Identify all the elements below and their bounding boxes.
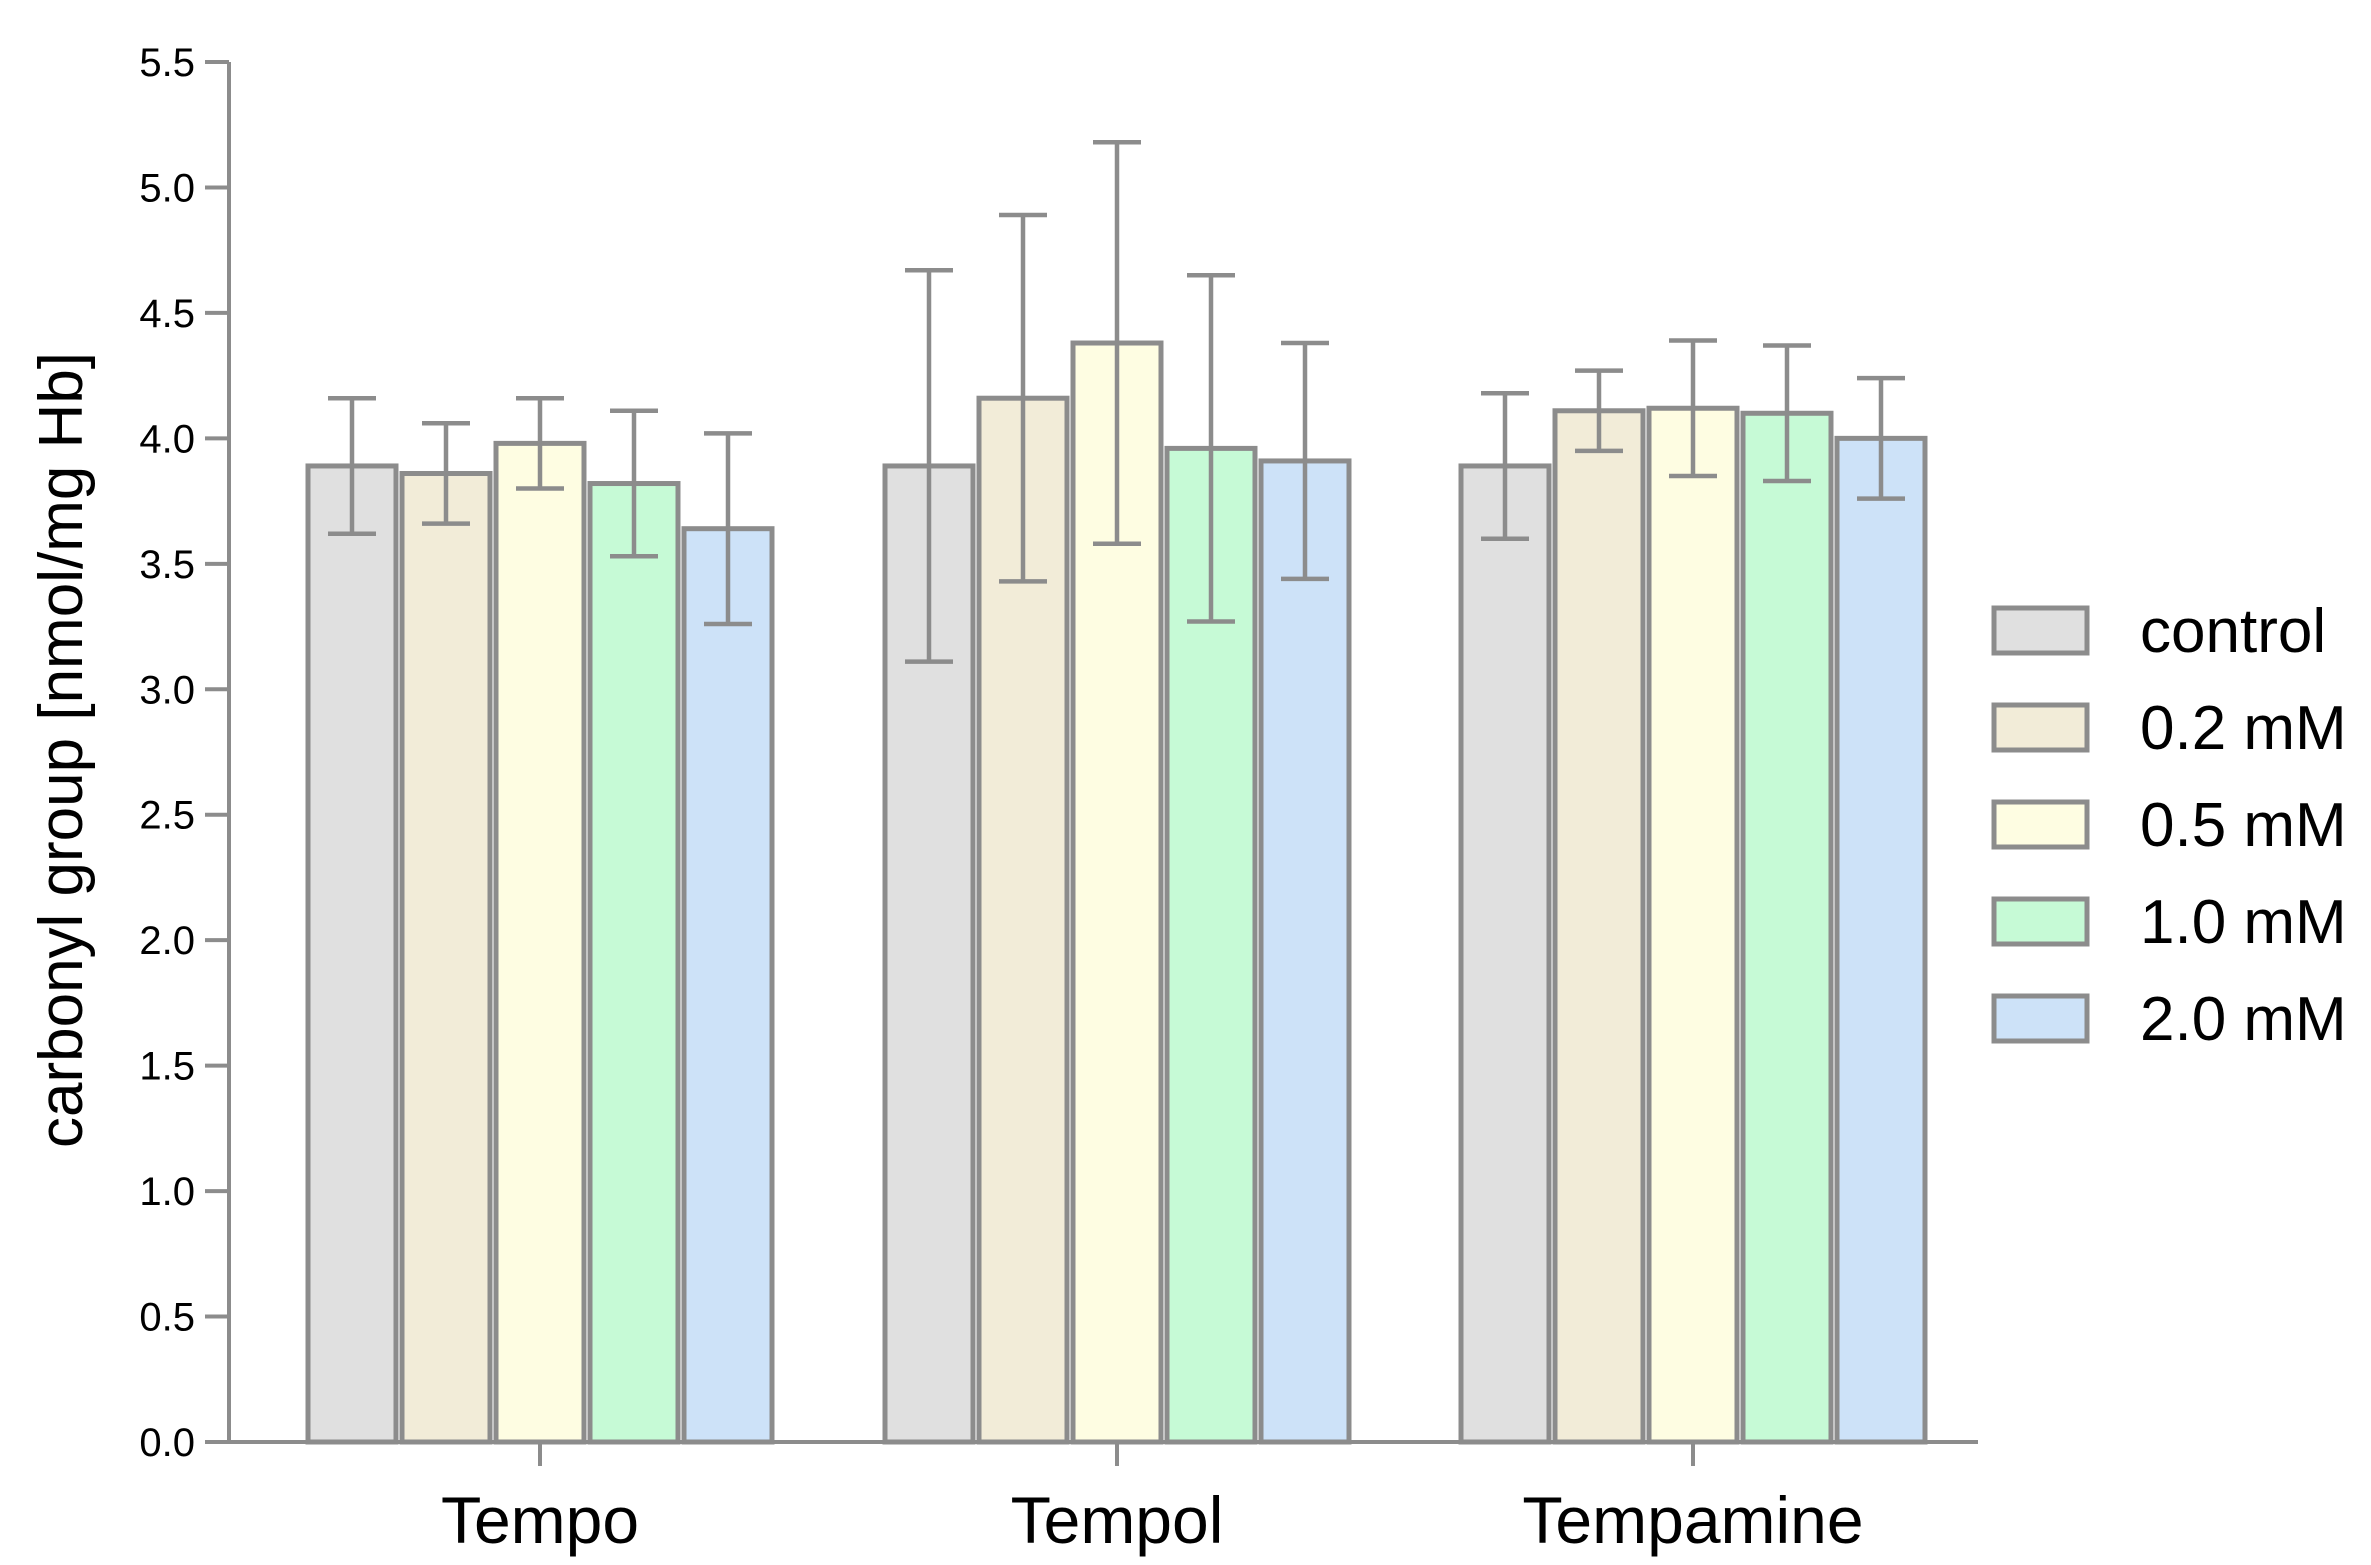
plot-area [305, 140, 1928, 1445]
axes: 0.0 0.5 1.0 1.5 2.0 2.5 3.0 3.5 4.0 4.5 5.0 5.5 Temp… [139, 41, 1978, 1557]
legend-label: 2.0 mM [2140, 985, 2347, 1054]
bar [1834, 435, 1928, 1445]
y-tick-label: 1.5 [139, 1045, 195, 1089]
bar [1258, 458, 1352, 1445]
y-tick-label: 1.0 [139, 1170, 195, 1214]
y-tick-label: 0.0 [139, 1421, 195, 1465]
legend-swatch [1991, 896, 2090, 947]
y-tick-label: 5.0 [139, 166, 195, 210]
y-tick-label: 2.0 [139, 919, 195, 963]
y-tick-label: 3.5 [139, 543, 195, 587]
y-tick-label: 0.5 [139, 1296, 195, 1340]
y-axis-label: carbonyl group [nmol/mg Hb] [27, 352, 96, 1148]
legend-label: 1.0 mM [2140, 888, 2347, 957]
x-tick-label: Tempo [441, 1483, 639, 1557]
legend: control 0.2 mM 0.5 mM 1.0 mM 2.0 mM [1991, 597, 2347, 1054]
legend-swatch [1991, 799, 2090, 850]
y-tick-label: 5.5 [139, 41, 195, 85]
bar [1740, 410, 1834, 1445]
legend-label: 0.2 mM [2140, 694, 2347, 763]
legend-swatch [1991, 605, 2090, 656]
bar [305, 463, 399, 1445]
y-tick-label: 4.5 [139, 292, 195, 336]
x-tick-label: Tempol [1011, 1483, 1224, 1557]
bar [493, 440, 587, 1445]
bar [1458, 463, 1552, 1445]
bar [1552, 408, 1646, 1445]
y-tick-label: 4.0 [139, 417, 195, 461]
bar [681, 526, 775, 1445]
legend-label: control [2140, 597, 2326, 666]
y-tick-label: 3.0 [139, 668, 195, 712]
bar [399, 470, 493, 1445]
legend-label: 0.5 mM [2140, 791, 2347, 860]
legend-swatch [1991, 993, 2090, 1044]
y-tick-label: 2.5 [139, 794, 195, 838]
legend-swatch [1991, 702, 2090, 753]
bar [587, 481, 681, 1445]
x-tick-label: Tempamine [1522, 1483, 1863, 1557]
bar [1646, 405, 1740, 1445]
